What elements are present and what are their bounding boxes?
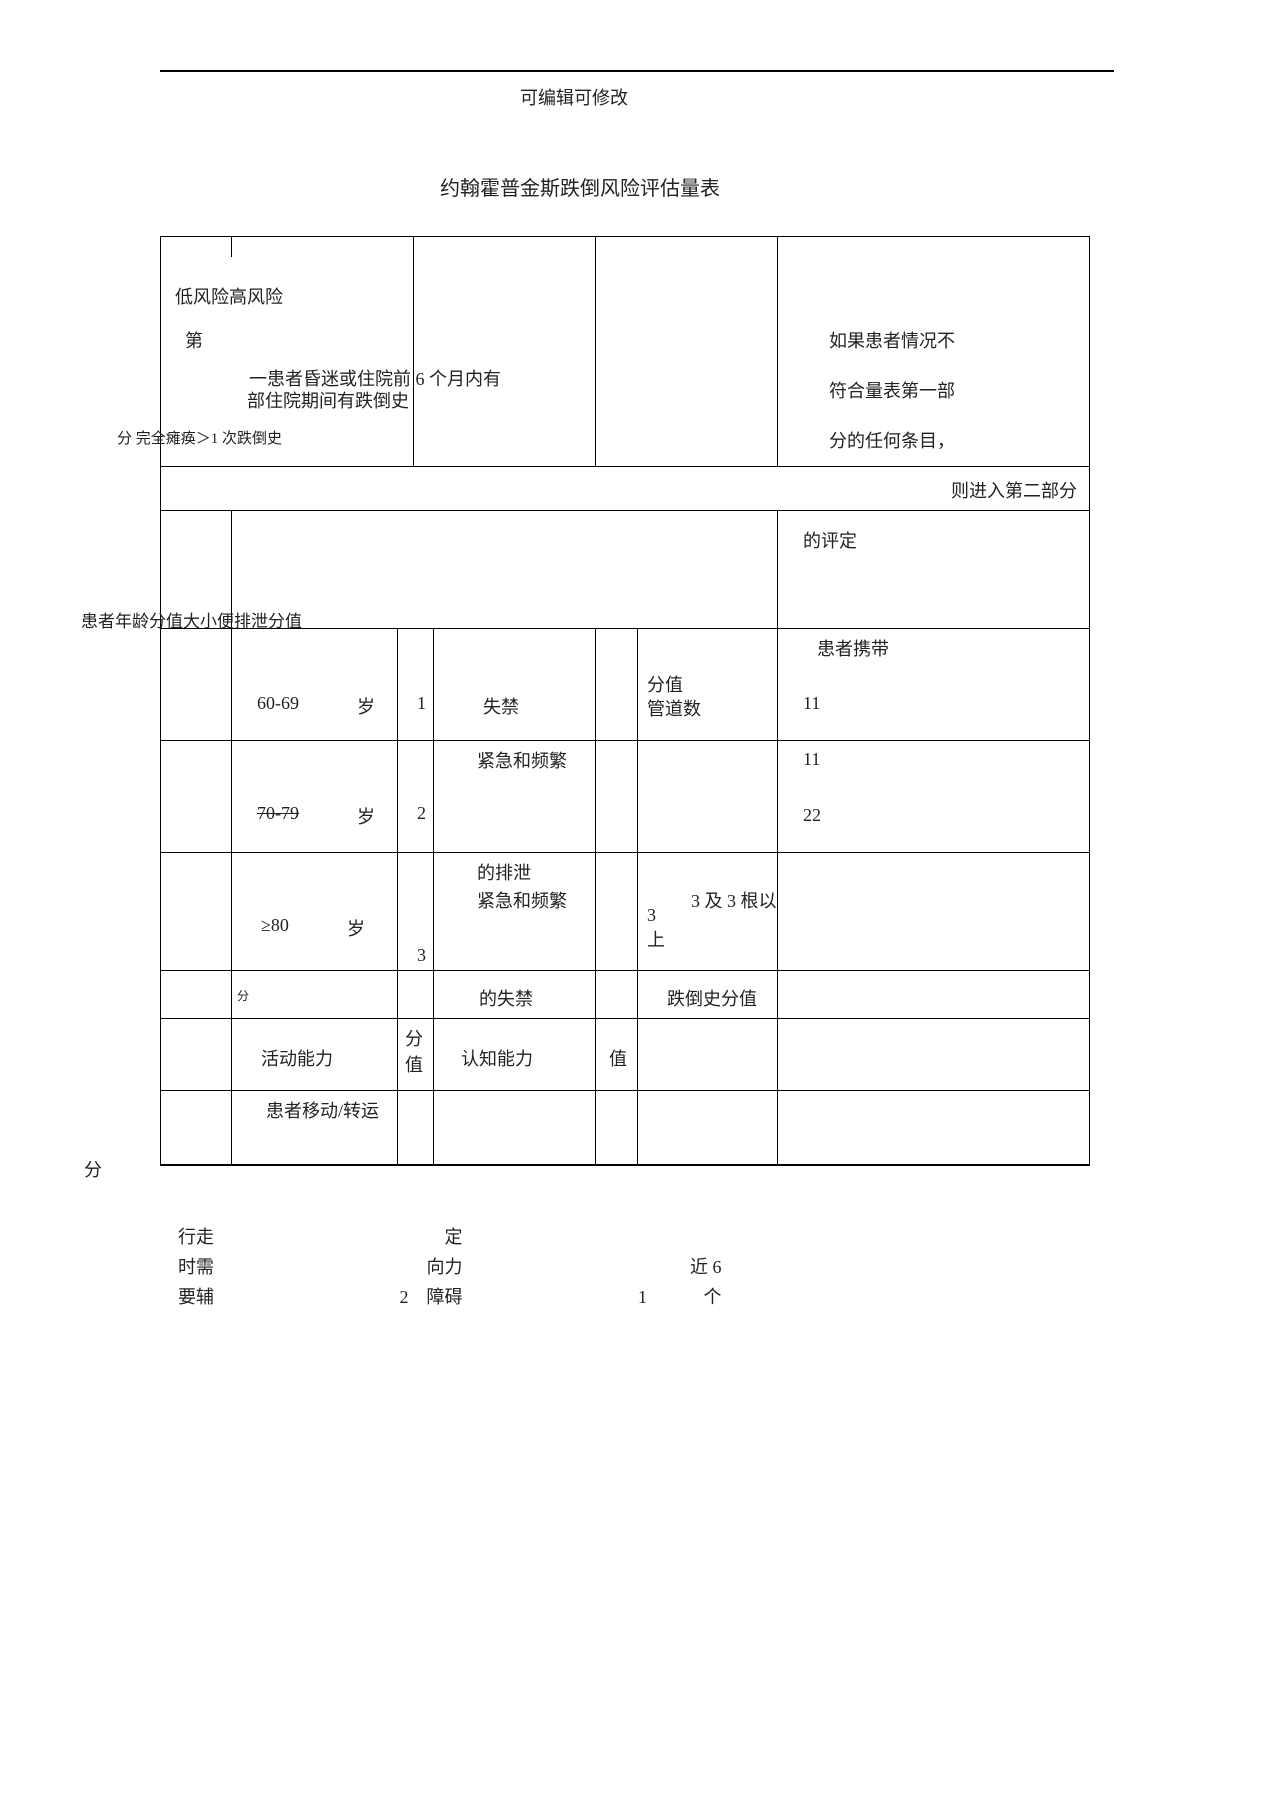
score-label-1: 分值 — [647, 671, 683, 697]
row-5: 活动能力 分值 认知能力 值 — [161, 1019, 1089, 1091]
right-text-3: 分的任何条目， — [829, 427, 955, 453]
mobility: 活动能力 — [261, 1045, 333, 1071]
cognition: 认知能力 — [461, 1045, 533, 1071]
enter-part2-text: 则进入第二部分 — [951, 477, 1077, 503]
row-1: 60-69 岁 1 失禁 分值 管道数 11 — [161, 665, 1089, 741]
row-6: 患者移动/转运 — [161, 1091, 1089, 1165]
age-70-79: 70-79 — [257, 803, 299, 824]
row-2a: 紧急和频繁 11 — [161, 741, 1089, 797]
val-22: 22 — [803, 805, 821, 826]
three-up: 3 上 — [647, 905, 685, 952]
b-r1-c1: 行走 — [178, 1222, 238, 1252]
assessment-table: 低风险高风险 第 一患者昏迷或住院前 6 个月内有 部住院期间有跌倒史 分 完全… — [160, 236, 1090, 1166]
urgent-frequent-1: 紧急和频繁 — [457, 747, 587, 773]
bottom-block: 行走 定 时需 向力 近 6 要辅 2 障碍 1 个 — [178, 1222, 878, 1312]
three-tubes: 3 及 3 根以 — [691, 887, 791, 913]
paralysis-text: 分 完全瘫痪＞1 次跌倒史 — [117, 427, 282, 448]
b-r3-c1: 要辅 — [178, 1282, 238, 1312]
b-r1-c2: 定 — [243, 1222, 463, 1252]
sui-2: 岁 — [357, 803, 375, 829]
grid: 患者携带 60-69 岁 1 失禁 分值 管道数 11 紧急和频繁 11 70-… — [161, 629, 1089, 1165]
sui-3: 岁 — [347, 915, 365, 941]
sui-1: 岁 — [357, 693, 375, 719]
val-11a: 11 — [803, 693, 820, 714]
fall-history-score: 跌倒史分值 — [667, 985, 757, 1011]
age-80plus: ≥80 — [261, 915, 289, 936]
urgent-frequent-2: 紧急和频繁 — [457, 887, 587, 913]
score-1: 1 — [417, 693, 426, 714]
section-2-header: 的评定 患者年龄分值大小便排泄分值 — [161, 511, 1089, 629]
b-r2-c1: 时需 — [178, 1252, 238, 1282]
age-60-69: 60-69 — [257, 693, 299, 714]
row-4: 分 的失禁 跌倒史分值 — [161, 971, 1089, 1019]
transfer-text: 患者移动/转运 — [249, 1097, 379, 1123]
eval-text: 的评定 — [803, 527, 857, 553]
top-rule — [160, 70, 1114, 72]
b-r3-c3: 1 — [467, 1282, 647, 1312]
section-1b: 则进入第二部分 — [161, 467, 1089, 511]
incontinence: 失禁 — [483, 693, 519, 719]
risk-header: 低风险高风险 — [175, 283, 283, 309]
b-r2-c2: 向力 — [243, 1252, 463, 1282]
row-2b: 70-79 岁 2 22 — [161, 797, 1089, 853]
right-text-2: 符合量表第一部 — [829, 377, 955, 403]
b-r2-c4: 近 6 — [652, 1252, 722, 1282]
excretion-text: 的排泄 — [477, 859, 531, 885]
score-2: 2 — [417, 803, 426, 824]
carry-label: 患者携带 — [817, 635, 889, 661]
val-11b: 11 — [803, 749, 820, 770]
header-note: 可编辑可修改 — [520, 84, 628, 110]
floating-fen: 分 — [84, 1156, 102, 1182]
page-title: 约翰霍普金斯跌倒风险评估量表 — [440, 172, 720, 201]
score-3: 3 — [417, 945, 426, 966]
incontinence-2: 的失禁 — [479, 985, 533, 1011]
di-label: 第 — [185, 327, 203, 353]
b-r3-c4: 个 — [652, 1282, 722, 1312]
row-0: 患者携带 — [161, 629, 1089, 665]
score-label-2: 分值 — [405, 1025, 429, 1077]
b-r3-c2: 2 障碍 — [243, 1282, 463, 1312]
row-3: ≥80 岁 3 的排泄 紧急和频繁 3 上 3 及 3 根以 — [161, 853, 1089, 971]
fen-small: 分 — [237, 987, 249, 1004]
tube-count: 管道数 — [647, 695, 701, 721]
section-1: 低风险高风险 第 一患者昏迷或住院前 6 个月内有 部住院期间有跌倒史 分 完全… — [161, 237, 1089, 467]
hosp-text: 部住院期间有跌倒史 — [247, 387, 409, 413]
right-text-1: 如果患者情况不 — [829, 327, 955, 353]
val-label: 值 — [609, 1045, 627, 1071]
